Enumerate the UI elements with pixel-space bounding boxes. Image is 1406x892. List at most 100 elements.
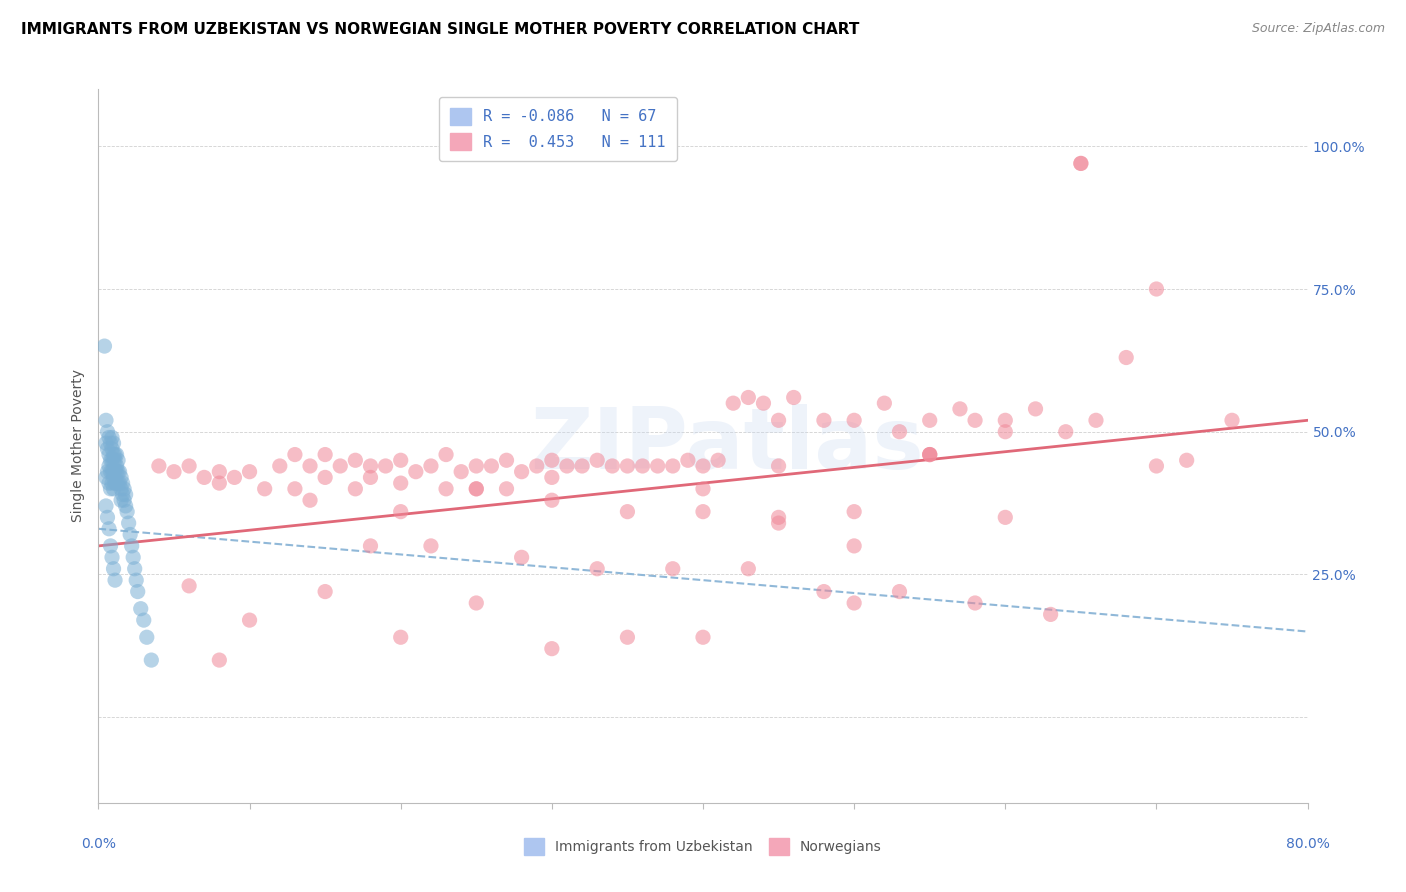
Point [105, 476, 128, 491]
Point [94, 499, 117, 513]
Text: IMMIGRANTS FROM UZBEKISTAN VS NORWEGIAN SINGLE MOTHER POVERTY CORRELATION CHART: IMMIGRANTS FROM UZBEKISTAN VS NORWEGIAN … [21, 22, 859, 37]
Point [540, 641, 562, 656]
Point [465, 596, 488, 610]
Text: 80.0%: 80.0% [1285, 837, 1330, 851]
Point [124, 562, 146, 576]
Point [1054, 425, 1077, 439]
Point [965, 596, 987, 610]
Point [389, 453, 412, 467]
Point [208, 653, 231, 667]
Point [118, 516, 141, 530]
Point [115, 505, 138, 519]
Point [768, 458, 790, 473]
Point [768, 516, 790, 530]
Point [555, 458, 578, 473]
Point [104, 448, 127, 462]
Point [103, 436, 125, 450]
Point [98, 476, 121, 491]
Point [420, 539, 443, 553]
Point [616, 630, 638, 644]
Point [135, 630, 157, 644]
Point [120, 527, 142, 541]
Point [127, 584, 149, 599]
Point [465, 482, 488, 496]
Point [676, 453, 699, 467]
Point [101, 453, 124, 467]
Point [98, 430, 121, 444]
Point [112, 482, 135, 496]
Point [434, 448, 457, 462]
Point [269, 458, 291, 473]
Point [100, 436, 122, 450]
Point [586, 562, 609, 576]
Point [284, 448, 307, 462]
Point [844, 413, 866, 427]
Point [344, 453, 367, 467]
Point [360, 470, 382, 484]
Point [96, 442, 118, 456]
Point [495, 453, 517, 467]
Point [918, 448, 941, 462]
Point [844, 505, 866, 519]
Point [949, 401, 972, 416]
Point [107, 453, 129, 467]
Point [994, 413, 1017, 427]
Point [450, 465, 472, 479]
Point [112, 493, 135, 508]
Point [540, 453, 562, 467]
Point [602, 458, 624, 473]
Point [108, 476, 131, 491]
Point [98, 522, 121, 536]
Point [918, 448, 941, 462]
Point [101, 430, 124, 444]
Point [208, 465, 231, 479]
Point [571, 458, 593, 473]
Point [110, 482, 132, 496]
Point [1175, 453, 1198, 467]
Point [723, 396, 745, 410]
Point [132, 613, 155, 627]
Point [434, 482, 457, 496]
Point [616, 505, 638, 519]
Point [405, 465, 427, 479]
Point [110, 493, 132, 508]
Point [994, 425, 1017, 439]
Point [105, 448, 128, 462]
Point [647, 458, 669, 473]
Point [1070, 156, 1092, 170]
Point [107, 476, 129, 491]
Point [103, 465, 125, 479]
Point [104, 465, 127, 479]
Point [100, 482, 122, 496]
Point [148, 458, 170, 473]
Point [1070, 156, 1092, 170]
Point [586, 453, 609, 467]
Point [121, 539, 143, 553]
Point [239, 613, 262, 627]
Point [103, 453, 125, 467]
Point [239, 465, 262, 479]
Point [389, 505, 412, 519]
Point [105, 465, 128, 479]
Point [314, 448, 336, 462]
Point [481, 458, 503, 473]
Point [510, 465, 533, 479]
Point [141, 653, 163, 667]
Point [94, 436, 117, 450]
Point [1115, 351, 1137, 365]
Point [1085, 413, 1108, 427]
Point [224, 470, 246, 484]
Point [101, 476, 124, 491]
Point [1039, 607, 1062, 622]
Point [918, 448, 941, 462]
Point [110, 470, 132, 484]
Point [510, 550, 533, 565]
Point [526, 458, 548, 473]
Point [103, 482, 125, 496]
Point [1144, 458, 1167, 473]
Point [360, 458, 382, 473]
Point [94, 470, 117, 484]
Point [389, 476, 412, 491]
Point [93, 339, 115, 353]
Text: ZIPatlas: ZIPatlas [530, 404, 924, 488]
